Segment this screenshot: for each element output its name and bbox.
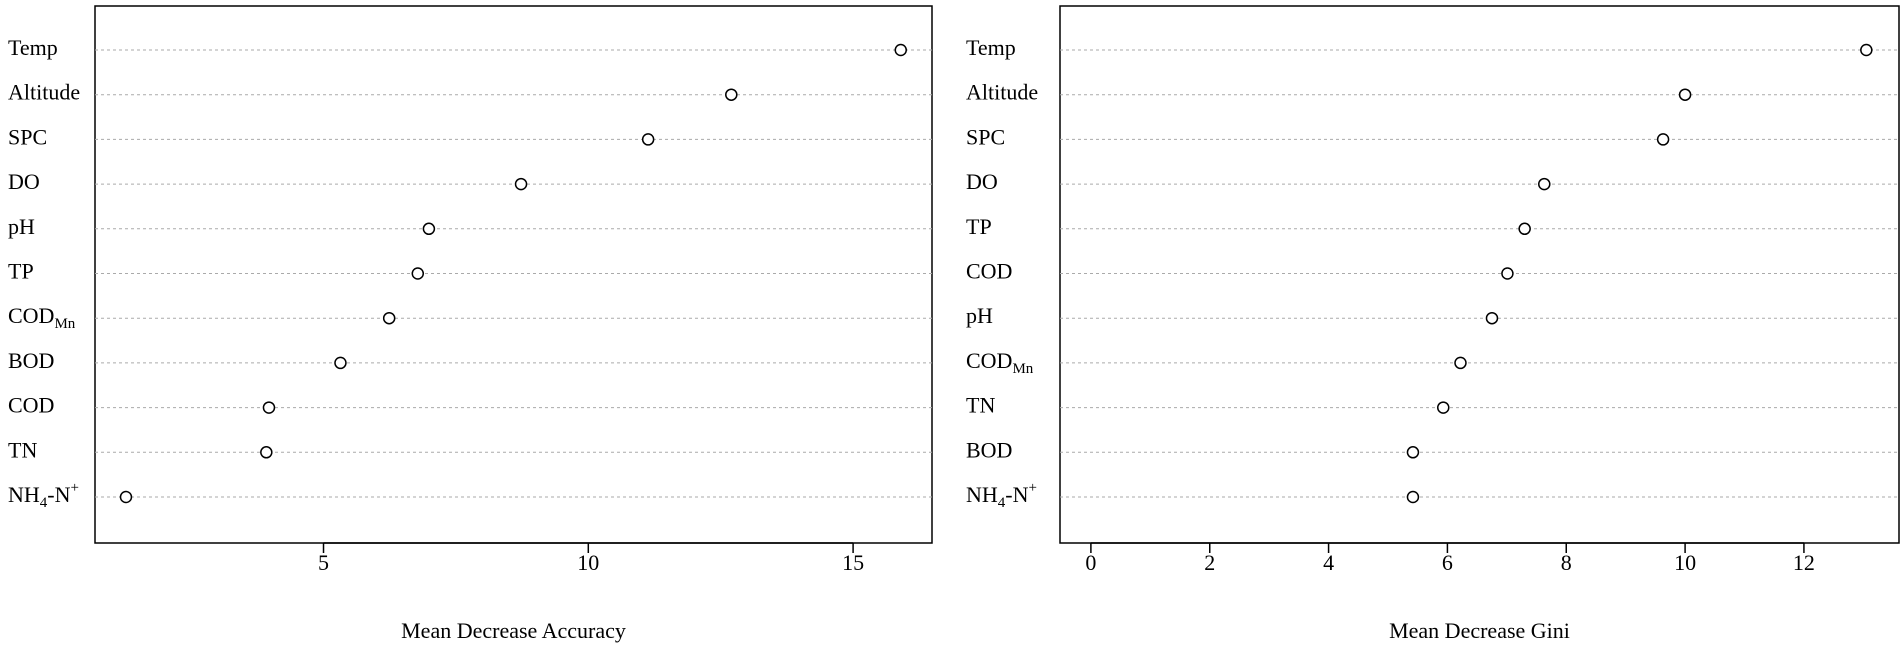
- x-tick-label: 5: [318, 550, 329, 575]
- label-part: COD: [966, 348, 1012, 373]
- dot: [1656, 133, 1670, 146]
- dot: [894, 43, 908, 57]
- dot: [422, 222, 436, 236]
- dot: [334, 356, 347, 370]
- x-tick-label: 15: [842, 550, 864, 575]
- x-axis-title: Mean Decrease Gini: [1389, 618, 1570, 643]
- category-label: CODMn: [966, 348, 1034, 377]
- label-part: NH: [8, 482, 40, 507]
- category-label: SPC: [966, 124, 1005, 149]
- dot: [1406, 490, 1420, 504]
- category-label: Altitude: [8, 80, 80, 105]
- dot: [411, 267, 425, 280]
- label-part: +: [71, 480, 79, 496]
- category-label: pH: [8, 214, 35, 239]
- category-label: BOD: [966, 437, 1012, 462]
- category-label: SPC: [8, 124, 47, 149]
- label-part: 4: [998, 495, 1006, 511]
- label-part: COD: [8, 303, 54, 328]
- label-part: -N: [1005, 482, 1028, 507]
- x-tick-label: 6: [1442, 550, 1453, 575]
- dot: [1406, 446, 1420, 459]
- category-label: BOD: [8, 348, 54, 373]
- category-label: DO: [966, 169, 998, 194]
- label-part: Mn: [54, 317, 75, 333]
- dot: [1860, 43, 1873, 57]
- plot-frame: [94, 5, 933, 544]
- dot: [262, 401, 276, 414]
- dot: [260, 446, 273, 459]
- dot: [1518, 222, 1531, 236]
- category-label: Temp: [8, 35, 58, 60]
- category-label: Temp: [966, 35, 1016, 60]
- category-label: TP: [966, 214, 992, 239]
- category-label: TP: [8, 259, 34, 284]
- category-label: NH4-N+: [966, 480, 1037, 511]
- x-tick-label: 12: [1793, 550, 1815, 575]
- x-tick-label: 2: [1204, 550, 1215, 575]
- category-label: pH: [966, 303, 993, 328]
- dot: [1485, 311, 1499, 325]
- dot: [119, 490, 133, 504]
- x-tick-label: 10: [1674, 550, 1696, 575]
- category-label: DO: [8, 169, 40, 194]
- label-part: Mn: [1012, 361, 1033, 377]
- x-axis-title: Mean Decrease Accuracy: [401, 618, 626, 643]
- x-tick-label: 8: [1561, 550, 1572, 575]
- label-part: 4: [40, 495, 48, 511]
- category-label: COD: [8, 393, 54, 418]
- dot: [382, 311, 396, 325]
- x-tick-label: 10: [577, 550, 599, 575]
- dot: [1678, 88, 1692, 101]
- dot: [514, 177, 528, 191]
- plot-frame: [1059, 5, 1900, 544]
- dot: [1538, 177, 1551, 191]
- x-tick-label: 0: [1085, 550, 1096, 575]
- category-label: CODMn: [8, 303, 76, 332]
- category-label: TN: [966, 393, 995, 418]
- x-tick-label: 4: [1323, 550, 1334, 575]
- dot: [641, 133, 655, 146]
- category-label: TN: [8, 437, 37, 462]
- category-label: COD: [966, 259, 1012, 284]
- label-part: +: [1029, 480, 1037, 496]
- dot: [1501, 267, 1514, 280]
- label-part: -N: [47, 482, 70, 507]
- dot: [1437, 401, 1450, 414]
- label-part: NH: [966, 482, 998, 507]
- dot: [725, 88, 738, 101]
- category-label: Altitude: [966, 80, 1038, 105]
- category-label: NH4-N+: [8, 480, 79, 511]
- dot: [1454, 356, 1467, 370]
